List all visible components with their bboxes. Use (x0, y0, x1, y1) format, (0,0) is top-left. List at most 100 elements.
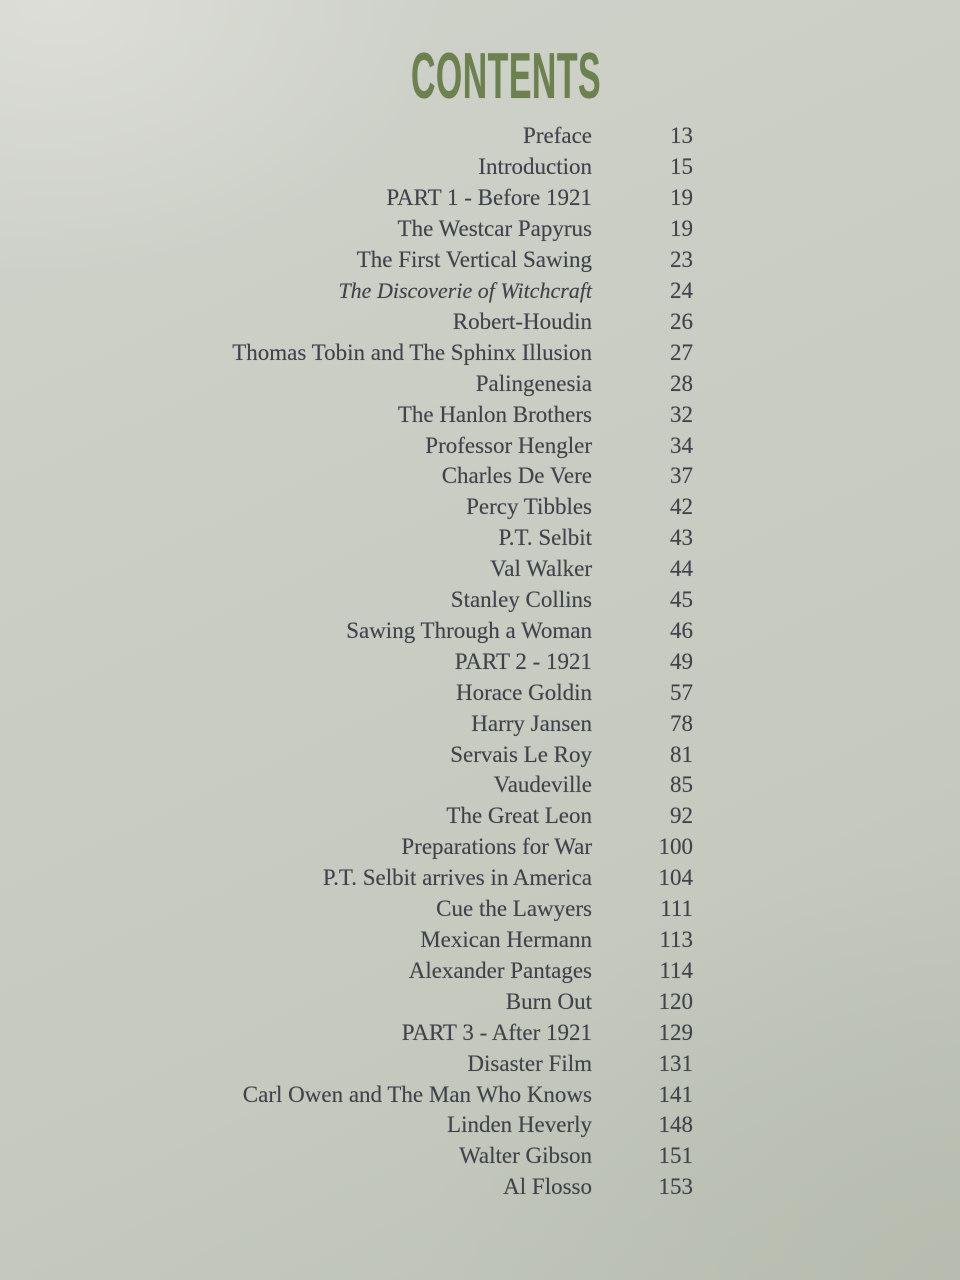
toc-row: Preparations for War 100 (0, 832, 693, 863)
toc-entry-title: Cue the Lawyers (436, 896, 592, 922)
toc-entry-title: The Hanlon Brothers (397, 401, 592, 427)
toc-entry-page: 13 (670, 123, 693, 149)
toc-row: Horace Goldin 57 (0, 677, 693, 708)
toc-entry-title: Sawing Through a Woman (346, 617, 592, 643)
toc-entry-page: 46 (670, 617, 693, 643)
toc-entry-title: Professor Hengler (425, 432, 592, 458)
toc-row: Mexican Hermann 113 (0, 925, 693, 956)
toc-entry-title: PART 2 - 1921 (454, 648, 592, 674)
toc-entry-page: 100 (658, 834, 694, 860)
toc-entry-title: Thomas Tobin and The Sphinx Illusion (232, 339, 592, 365)
toc-entry-title: The Great Leon (446, 803, 592, 829)
toc-row: Introduction 15 (0, 152, 693, 183)
toc-entry-page: 153 (658, 1174, 694, 1200)
toc-row: Burn Out 120 (0, 986, 693, 1017)
toc-entry-title: Alexander Pantages (408, 957, 592, 983)
toc-entry-page: 45 (670, 587, 693, 613)
toc-entry-title: Horace Goldin (455, 679, 592, 705)
toc-row: Palingenesia 28 (0, 368, 693, 399)
toc-row: PART 2 - 1921 49 (0, 646, 693, 677)
toc-entry-page: 120 (658, 988, 694, 1014)
toc-entry-page: 81 (670, 741, 693, 767)
toc-row: PART 1 - Before 1921 19 (0, 183, 693, 214)
toc-entry-page: 23 (670, 247, 693, 273)
toc-entry-title: Harry Jansen (471, 710, 592, 736)
toc-entry-title: Val Walker (490, 556, 592, 582)
toc-entry-page: 92 (670, 803, 693, 829)
toc-entry-title: The Westcar Papyrus (397, 216, 592, 242)
toc-row: Linden Heverly 148 (0, 1110, 693, 1141)
toc-entry-title: Burn Out (505, 988, 592, 1014)
toc-row: Alexander Pantages 114 (0, 955, 693, 986)
toc-entry-title: Introduction (478, 154, 592, 180)
toc-entry-title: The First Vertical Sawing (356, 247, 592, 273)
toc-entry-page: 15 (670, 154, 693, 180)
toc-entry-page: 113 (659, 927, 693, 953)
toc-entry-page: 26 (670, 308, 693, 334)
toc-entry-title: Charles De Vere (441, 463, 592, 489)
toc-entry-title: Al Flosso (503, 1174, 592, 1200)
toc-row: P.T. Selbit 43 (0, 523, 693, 554)
toc-entry-page: 129 (658, 1019, 694, 1045)
toc-row: PART 3 - After 1921 129 (0, 1017, 693, 1048)
toc-entry-title: PART 3 - After 1921 (401, 1019, 592, 1045)
toc-entry-page: 28 (670, 370, 693, 396)
toc-entry-title: PART 1 - Before 1921 (386, 185, 592, 211)
toc-entry-page: 111 (660, 896, 693, 922)
toc-row: Sawing Through a Woman 46 (0, 616, 693, 647)
toc-entry-page: 131 (658, 1050, 694, 1076)
toc-row: The Westcar Papyrus 19 (0, 214, 693, 245)
toc-entry-title: Preparations for War (401, 834, 592, 860)
toc-entry-title: Robert-Houdin (452, 308, 592, 334)
toc-entry-title: Percy Tibbles (466, 494, 592, 520)
toc-row: The First Vertical Sawing 23 (0, 245, 693, 276)
toc-entry-title: The Discoverie of Witchcraft (338, 277, 592, 303)
toc-entry-page: 141 (658, 1081, 694, 1107)
toc-row: Val Walker 44 (0, 554, 693, 585)
toc-list: Preface 13 Introduction 15 PART 1 - Befo… (0, 121, 693, 1203)
toc-row: The Hanlon Brothers 32 (0, 399, 693, 430)
toc-entry-title: Linden Heverly (447, 1112, 592, 1138)
toc-entry-title: Vaudeville (493, 772, 592, 798)
toc-entry-page: 43 (670, 525, 693, 551)
toc-entry-page: 78 (670, 710, 693, 736)
toc-row: The Great Leon 92 (0, 801, 693, 832)
toc-entry-page: 49 (670, 648, 693, 674)
toc-entry-page: 34 (670, 432, 693, 458)
toc-row: The Discoverie of Witchcraft 24 (0, 276, 693, 307)
toc-entry-page: 114 (659, 957, 693, 983)
toc-entry-title: Carl Owen and The Man Who Knows (242, 1081, 592, 1107)
toc-entry-page: 42 (670, 494, 693, 520)
toc-entry-page: 32 (670, 401, 693, 427)
toc-entry-title: Mexican Hermann (420, 927, 592, 953)
toc-row: Charles De Vere 37 (0, 461, 693, 492)
toc-row: Professor Hengler 34 (0, 430, 693, 461)
toc-entry-page: 104 (658, 865, 694, 891)
toc-entry-page: 151 (658, 1143, 694, 1169)
toc-entry-page: 19 (670, 216, 693, 242)
toc-entry-title: Preface (523, 123, 592, 149)
toc-row: Percy Tibbles 42 (0, 492, 693, 523)
contents-title: CONTENTS (411, 39, 602, 112)
toc-entry-page: 57 (670, 679, 693, 705)
toc-entry-title: Disaster Film (467, 1050, 592, 1076)
toc-row: Thomas Tobin and The Sphinx Illusion 27 (0, 337, 693, 368)
toc-entry-title: P.T. Selbit (498, 525, 592, 551)
toc-entry-page: 27 (670, 339, 693, 365)
toc-entry-page: 24 (670, 277, 693, 303)
toc-row: Servais Le Roy 81 (0, 739, 693, 770)
toc-entry-page: 44 (670, 556, 693, 582)
toc-row: P.T. Selbit arrives in America 104 (0, 863, 693, 894)
toc-row: Al Flosso 153 (0, 1172, 693, 1203)
toc-entry-page: 19 (670, 185, 693, 211)
toc-entry-title: Stanley Collins (450, 587, 592, 613)
toc-entry-page: 148 (658, 1112, 694, 1138)
toc-row: Vaudeville 85 (0, 770, 693, 801)
toc-entry-title: Servais Le Roy (450, 741, 592, 767)
toc-entry-title: P.T. Selbit arrives in America (322, 865, 592, 891)
toc-row: Preface 13 (0, 121, 693, 152)
toc-row: Robert-Houdin 26 (0, 306, 693, 337)
toc-row: Stanley Collins 45 (0, 585, 693, 616)
toc-row: Disaster Film 131 (0, 1048, 693, 1079)
